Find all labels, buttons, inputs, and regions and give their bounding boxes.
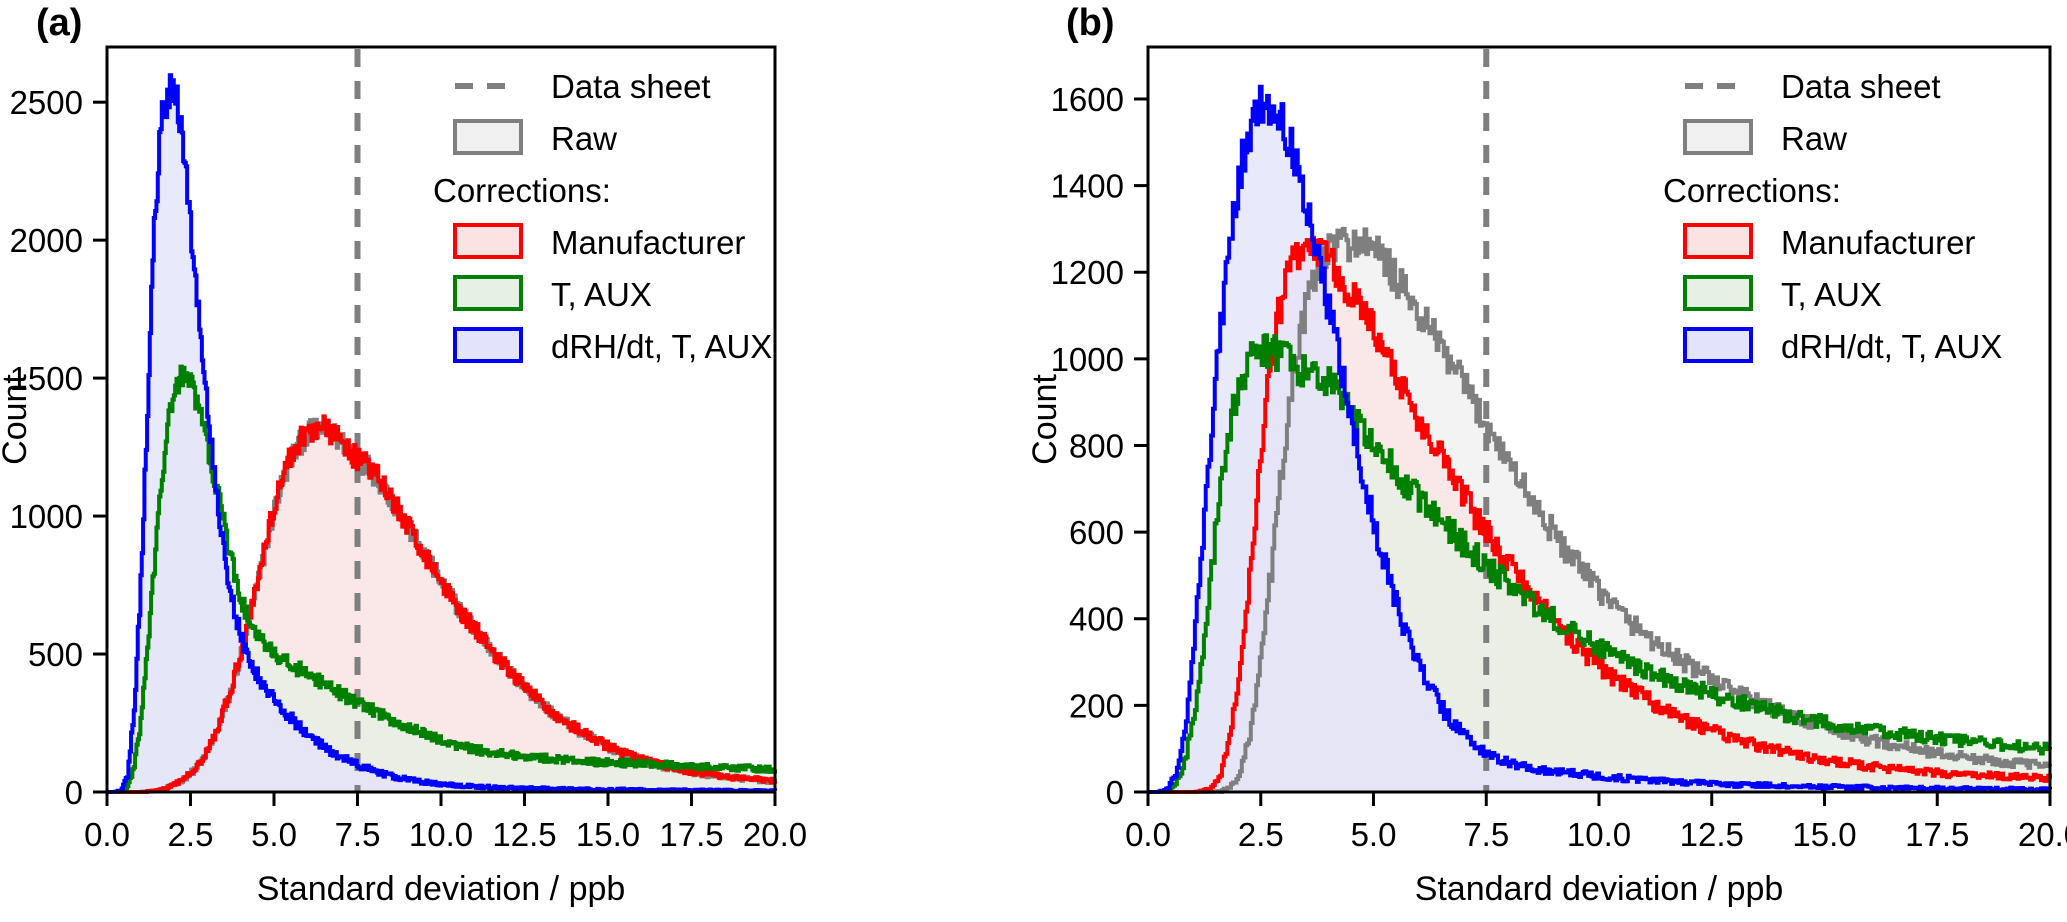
series-line — [107, 73, 777, 794]
y-tick-label: 0 — [65, 774, 83, 811]
series-lines — [107, 73, 777, 794]
y-tick-label: 2000 — [10, 222, 83, 259]
y-tick-label: 1000 — [10, 498, 83, 535]
panel-a-plot: 0.0 2.5 5.0 7.5 10.0 12.5 15.0 17.5 20.0 0 500 1000… — [0, 45, 807, 908]
series-lines — [1148, 84, 2052, 794]
panel-b-letter: (b) — [1066, 2, 1115, 44]
legend-label: dRH/dt, T, AUX — [551, 328, 772, 365]
x-tick-label: 10.0 — [1567, 816, 1631, 853]
legend-group-title: Corrections: — [433, 172, 611, 209]
x-axis-title: Standard deviation / ppb — [1415, 870, 1784, 908]
y-tick-label: 500 — [28, 636, 83, 673]
x-tick-label: 12.5 — [492, 816, 556, 853]
legend-color-swatch — [1683, 327, 1753, 363]
y-tick-label: 600 — [1069, 514, 1124, 551]
x-tick-label: 2.5 — [168, 816, 214, 853]
legend-label: T, AUX — [1781, 276, 1882, 313]
panel-a-letter: (a) — [36, 2, 83, 44]
x-tick-label: 17.5 — [659, 816, 723, 853]
legend-group-title: Corrections: — [1663, 172, 1841, 209]
y-tick-label: 1200 — [1051, 254, 1124, 291]
x-tick-label: 12.5 — [1680, 816, 1744, 853]
panel-a: (a) 0.0 2.5 5.0 7.5 10.0 12.5 15.0 17.5 20.0 0 500… — [0, 0, 1030, 922]
y-tick-label: 400 — [1069, 601, 1124, 638]
legend-color-swatch — [453, 275, 523, 311]
y-tick-label: 1600 — [1051, 81, 1124, 118]
legend-label: T, AUX — [551, 276, 652, 313]
y-tick-label: 1000 — [1051, 341, 1124, 378]
x-tick-label: 7.5 — [1463, 816, 1509, 853]
x-tick-label: 17.5 — [1905, 816, 1969, 853]
y-axis-title: Count — [1026, 374, 1064, 465]
series-line — [1148, 333, 2052, 794]
legend-label: Raw — [1781, 120, 1847, 157]
panel-b-plot: 0.0 2.5 5.0 7.5 10.0 12.5 15.0 17.5 20.0 0 200 400 6… — [1026, 45, 2067, 908]
x-tick-label: 15.0 — [576, 816, 640, 853]
x-axis-title: Standard deviation / ppb — [257, 870, 626, 908]
series-line — [107, 414, 777, 794]
legend-color-swatch — [1683, 223, 1753, 259]
y-tick-label: 800 — [1069, 427, 1124, 464]
legend-color-swatch — [453, 223, 523, 259]
legend: Data sheet Raw Corrections: Manufacturer T, … — [433, 68, 772, 365]
x-tick-label: 2.5 — [1238, 816, 1284, 853]
y-tick-label: 1500 — [10, 360, 83, 397]
x-tick-label: 15.0 — [1792, 816, 1856, 853]
x-tick-label: 5.0 — [251, 816, 297, 853]
series-fill — [107, 366, 775, 792]
legend-color-swatch — [453, 327, 523, 363]
y-tick-label: 2500 — [10, 84, 83, 121]
y-axis-title: Count — [0, 374, 34, 465]
x-tick-label: 20.0 — [2018, 816, 2067, 853]
x-tick-label: 0.0 — [1125, 816, 1171, 853]
x-tick-label: 0.0 — [84, 816, 130, 853]
legend-color-swatch — [1683, 275, 1753, 311]
x-tick-label: 20.0 — [743, 816, 807, 853]
series-fill — [1148, 86, 2050, 792]
legend-label: Manufacturer — [1781, 224, 1975, 261]
series-fill — [107, 75, 775, 792]
legend-label: Data sheet — [1781, 68, 1941, 105]
legend-label: dRH/dt, T, AUX — [1781, 328, 2002, 365]
series-line — [107, 364, 777, 794]
legend: Data sheet Raw Corrections: Manufacturer T, … — [1663, 68, 2002, 365]
legend-label: Manufacturer — [551, 224, 745, 261]
legend-label: Raw — [551, 120, 617, 157]
y-tick-label: 200 — [1069, 687, 1124, 724]
y-tick-label: 1400 — [1051, 168, 1124, 205]
x-tick-label: 7.5 — [335, 816, 381, 853]
panel-b: (b) 0.0 2.5 5.0 7.5 10.0 12.5 15.0 17.5 20.0 0 200… — [1026, 0, 2067, 922]
x-tick-label: 10.0 — [409, 816, 473, 853]
x-tick-label: 5.0 — [1351, 816, 1397, 853]
series-fills — [1148, 86, 2050, 793]
legend-color-swatch — [453, 119, 523, 155]
legend-color-swatch — [1683, 119, 1753, 155]
y-tick-label: 0 — [1106, 774, 1124, 811]
legend-label: Data sheet — [551, 68, 711, 105]
series-line — [1148, 84, 2052, 794]
